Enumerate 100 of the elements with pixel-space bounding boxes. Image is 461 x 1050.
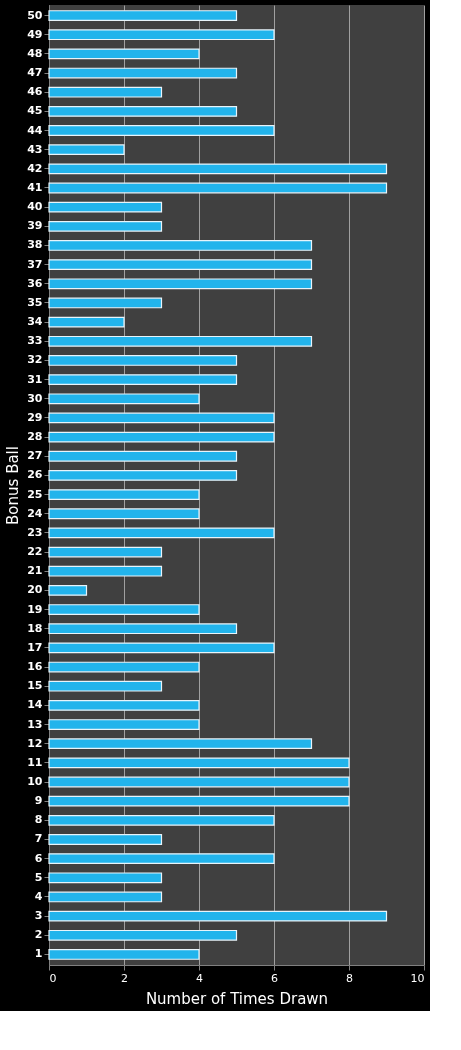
x-axis-title: Number of Times Drawn bbox=[145, 989, 329, 1008]
y-tick-label: 4 bbox=[34, 889, 43, 903]
bar bbox=[48, 86, 163, 98]
y-tick-label: 15 bbox=[27, 679, 43, 693]
y-tick-label: 28 bbox=[27, 430, 43, 444]
y-tick-label: 30 bbox=[27, 391, 43, 405]
bar bbox=[48, 374, 238, 385]
bar bbox=[48, 795, 350, 807]
bar bbox=[48, 642, 275, 654]
bar bbox=[48, 546, 163, 558]
bar bbox=[48, 182, 388, 194]
bar bbox=[48, 105, 238, 117]
bar bbox=[48, 220, 163, 232]
y-tick-label: 13 bbox=[27, 717, 43, 731]
y-tick-label: 40 bbox=[27, 200, 43, 214]
y-tick-label: 24 bbox=[27, 506, 43, 520]
y-tick-label: 49 bbox=[27, 27, 43, 41]
bar bbox=[48, 412, 275, 424]
y-tick-label: 9 bbox=[34, 794, 43, 808]
y-tick-label: 1 bbox=[34, 947, 43, 961]
bar bbox=[48, 661, 200, 673]
bar bbox=[48, 719, 200, 730]
y-tick-label: 23 bbox=[27, 525, 43, 539]
bar bbox=[48, 853, 275, 865]
y-tick-label: 10 bbox=[27, 775, 43, 789]
bar bbox=[48, 699, 200, 711]
y-tick-label: 20 bbox=[27, 583, 43, 597]
bar bbox=[48, 297, 163, 309]
x-tick-label: 0 bbox=[49, 971, 57, 985]
y-axis-title: Bonus Ball bbox=[4, 446, 23, 525]
bar bbox=[48, 431, 275, 443]
y-tick-label: 12 bbox=[27, 736, 43, 750]
bar bbox=[48, 450, 238, 462]
y-tick-label: 8 bbox=[34, 813, 43, 827]
y-tick-label: 11 bbox=[27, 755, 43, 769]
bar bbox=[48, 891, 163, 903]
y-tick-label: 38 bbox=[27, 238, 43, 252]
y-tick-label: 47 bbox=[27, 66, 43, 80]
y-tick-label: 21 bbox=[27, 564, 43, 578]
y-tick-label: 31 bbox=[27, 372, 43, 386]
y-tick-label: 16 bbox=[27, 660, 43, 674]
bar bbox=[48, 240, 313, 251]
bar bbox=[48, 910, 388, 922]
y-tick-label: 50 bbox=[27, 8, 43, 22]
bar bbox=[48, 10, 238, 21]
bar bbox=[48, 278, 313, 290]
bar bbox=[48, 125, 275, 136]
bar bbox=[48, 604, 200, 615]
y-tick-label: 19 bbox=[27, 602, 43, 616]
y-tick-label: 37 bbox=[27, 257, 43, 271]
bar bbox=[48, 680, 163, 692]
bar bbox=[48, 949, 200, 960]
bar bbox=[48, 355, 238, 366]
y-tick-label: 7 bbox=[34, 832, 43, 846]
bar bbox=[48, 757, 350, 769]
y-tick-label: 39 bbox=[27, 219, 43, 233]
bar bbox=[48, 259, 313, 271]
bar bbox=[48, 489, 200, 500]
y-tick-label: 32 bbox=[27, 353, 43, 367]
y-tick-label: 48 bbox=[27, 46, 43, 60]
y-tick-label: 36 bbox=[27, 276, 43, 290]
bar bbox=[48, 585, 88, 596]
bar bbox=[48, 393, 200, 405]
bar bbox=[48, 470, 238, 481]
y-tick-label: 41 bbox=[27, 180, 43, 194]
y-tick-label: 5 bbox=[34, 870, 43, 884]
x-tick-label: 6 bbox=[271, 971, 278, 985]
bar bbox=[48, 508, 200, 520]
bar bbox=[48, 201, 163, 213]
bar bbox=[48, 834, 163, 845]
y-tick-label: 2 bbox=[34, 928, 43, 942]
bar bbox=[48, 335, 313, 347]
y-tick-label: 34 bbox=[27, 315, 43, 329]
y-tick-label: 44 bbox=[27, 123, 43, 137]
bar bbox=[48, 565, 163, 577]
bar bbox=[48, 738, 313, 750]
bar bbox=[48, 29, 275, 41]
y-tick-label: 17 bbox=[27, 640, 43, 654]
y-tick-label: 43 bbox=[27, 142, 43, 156]
bar bbox=[48, 872, 163, 884]
y-tick-label: 6 bbox=[34, 851, 43, 865]
y-tick-label: 29 bbox=[27, 410, 43, 424]
bar bbox=[48, 776, 350, 788]
y-tick-label: 33 bbox=[27, 334, 43, 348]
y-tick-label: 25 bbox=[27, 487, 43, 501]
x-tick-label: 10 bbox=[410, 971, 425, 985]
y-tick-label: 42 bbox=[27, 161, 43, 175]
y-tick-label: 22 bbox=[27, 545, 43, 559]
bar bbox=[48, 929, 238, 941]
bar bbox=[48, 316, 125, 328]
bar bbox=[48, 67, 238, 79]
bar bbox=[48, 527, 275, 539]
x-tick-label: 8 bbox=[346, 971, 353, 985]
y-tick-label: 18 bbox=[27, 621, 43, 635]
bar bbox=[48, 814, 275, 826]
bar bbox=[48, 48, 200, 60]
y-tick-label: 26 bbox=[27, 468, 43, 482]
y-tick-label: 27 bbox=[27, 449, 43, 463]
bar bbox=[48, 144, 125, 156]
x-tick-label: 2 bbox=[121, 971, 128, 985]
